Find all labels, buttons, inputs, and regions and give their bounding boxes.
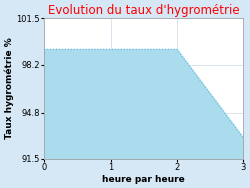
Y-axis label: Taux hygrométrie %: Taux hygrométrie %: [4, 38, 14, 139]
X-axis label: heure par heure: heure par heure: [102, 175, 185, 184]
Title: Evolution du taux d'hygrométrie: Evolution du taux d'hygrométrie: [48, 4, 240, 17]
